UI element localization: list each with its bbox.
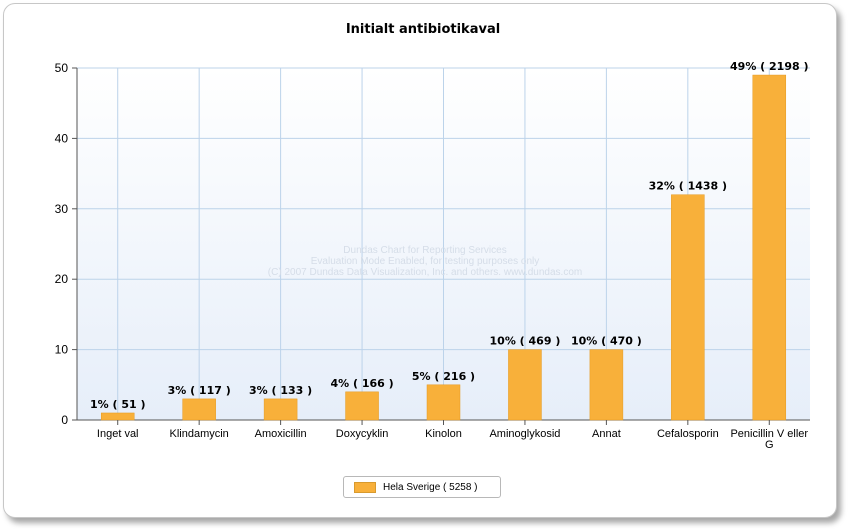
x-tick-label: Kinolon	[425, 428, 462, 440]
data-label: 10% ( 469 )	[490, 335, 561, 348]
data-label: 4% ( 166 )	[330, 377, 393, 390]
x-tick-label: Cefalosporin	[657, 428, 719, 440]
x-tick-label: Aminoglykosid	[489, 428, 560, 440]
legend-swatch	[354, 481, 376, 493]
data-label: 5% ( 216 )	[412, 370, 475, 383]
x-tick-label: Amoxicillin	[255, 428, 307, 440]
bar	[100, 412, 135, 421]
data-label: 3% ( 133 )	[249, 384, 312, 397]
x-tick-label: Doxycyklin	[336, 428, 389, 440]
x-tick-label: Klindamycin	[170, 428, 229, 440]
chart-legend: Hela Sverige ( 5258 )	[343, 476, 501, 498]
x-tick-label: Annat	[592, 428, 621, 440]
y-tick-label: 0	[61, 413, 68, 427]
y-tick-label: 30	[55, 202, 69, 216]
y-tick-label: 50	[55, 61, 69, 75]
legend-label: Hela Sverige ( 5258 )	[383, 481, 478, 493]
x-tick-label: G	[765, 439, 774, 451]
data-label: 32% ( 1438 )	[649, 180, 728, 193]
x-tick-label: Penicillin V eller	[730, 428, 808, 440]
bar	[345, 391, 379, 421]
bar	[589, 349, 624, 421]
data-label: 10% ( 470 )	[571, 335, 642, 348]
bar	[752, 74, 787, 421]
y-tick-label: 10	[55, 343, 69, 357]
bar	[671, 194, 705, 421]
data-label: 1% ( 51 )	[90, 398, 146, 411]
data-label: 3% ( 117 )	[168, 384, 231, 397]
bar	[508, 349, 542, 421]
chart-title: Initialt antibiotikaval	[345, 22, 501, 37]
data-label: 49% ( 2198 )	[730, 60, 809, 73]
bar	[263, 398, 298, 421]
bar	[182, 398, 216, 421]
bar	[426, 384, 461, 421]
y-tick-label: 40	[55, 131, 69, 145]
x-tick-label: Inget val	[97, 428, 139, 440]
y-tick-label: 20	[55, 272, 69, 286]
